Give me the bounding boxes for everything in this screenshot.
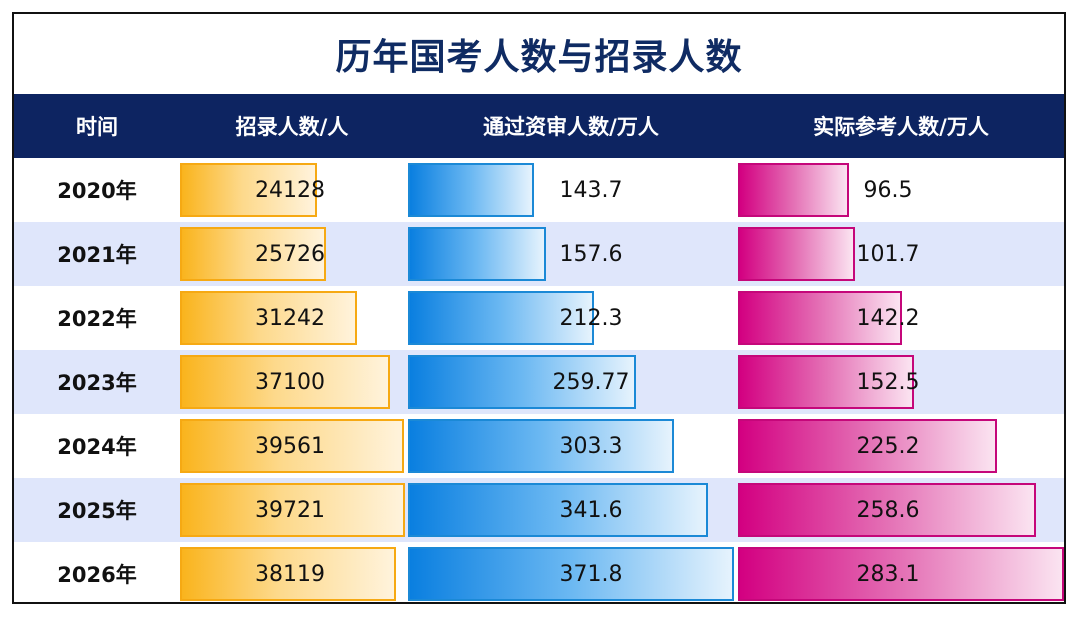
table-row: 2024年 39561 303.3 225.2 [14,414,1064,478]
header-time: 时间 [76,115,118,139]
recruit-value-label: 25726 [255,241,325,267]
table-row: 2021年 25726 157.6 101.7 [14,222,1064,286]
actual-bar [738,291,902,345]
passed-value-label: 303.3 [559,433,623,459]
actual-bar [738,227,856,281]
actual-value-label: 283.1 [856,561,920,587]
year-label: 2023年 [57,371,137,395]
year-label: 2022年 [57,307,137,331]
passed-value-label: 143.7 [559,177,623,203]
passed-bar [408,163,534,217]
passed-bar [408,547,734,601]
recruit-bar [180,483,405,537]
chart-frame: 历年国考人数与招录人数 时间 招录人数/人 通过资审人数/万人 实际参考人数/万… [12,12,1066,604]
actual-value-label: 101.7 [856,241,920,267]
table-row: 2025年 39721 341.6 258.6 [14,478,1064,542]
recruit-bar [180,355,391,409]
recruit-bar [180,227,326,281]
actual-bar [738,483,1036,537]
passed-bar [408,483,708,537]
passed-bar [408,355,636,409]
passed-bar [408,227,547,281]
recruit-bar [180,291,357,345]
actual-bar [738,355,914,409]
recruit-value-label: 24128 [255,177,325,203]
year-label: 2025年 [57,499,137,523]
actual-value-label: 225.2 [856,433,920,459]
chart-title: 历年国考人数与招录人数 [335,37,743,78]
year-label: 2020年 [57,179,137,203]
table-row: 2023年 37100 259.77 152.5 [14,350,1064,414]
year-label: 2021年 [57,243,137,267]
recruit-value-label: 39561 [255,433,325,459]
table-row: 2022年 31242 212.3 142.2 [14,286,1064,350]
passed-value-label: 212.3 [559,305,623,331]
recruit-value-label: 31242 [255,305,325,331]
year-label: 2024年 [57,435,137,459]
actual-bar [738,163,850,217]
passed-value-label: 341.6 [559,497,623,523]
passed-value-label: 259.77 [552,369,630,395]
passed-value-label: 157.6 [559,241,623,267]
actual-value-label: 258.6 [856,497,920,523]
table-row: 2026年 38119 371.8 283.1 [14,542,1064,602]
header-passed: 通过资审人数/万人 [483,115,659,139]
year-label: 2026年 [57,563,137,587]
passed-bar [408,291,595,345]
recruit-value-label: 39721 [255,497,325,523]
recruit-value-label: 37100 [255,369,325,395]
table-header: 时间 招录人数/人 通过资审人数/万人 实际参考人数/万人 [14,94,1064,158]
actual-value-label: 152.5 [856,369,920,395]
header-recruit: 招录人数/人 [235,115,349,139]
recruit-bar [180,419,405,473]
actual-value-label: 96.5 [863,177,913,203]
passed-bar [408,419,674,473]
actual-bar [738,547,1064,601]
actual-value-label: 142.2 [856,305,920,331]
recruit-value-label: 38119 [255,561,325,587]
recruit-bar [180,163,317,217]
table-row: 2020年 24128 143.7 96.5 [14,158,1064,222]
actual-bar [738,419,998,473]
passed-value-label: 371.8 [559,561,623,587]
header-actual: 实际参考人数/万人 [813,115,989,139]
recruit-bar [180,547,396,601]
